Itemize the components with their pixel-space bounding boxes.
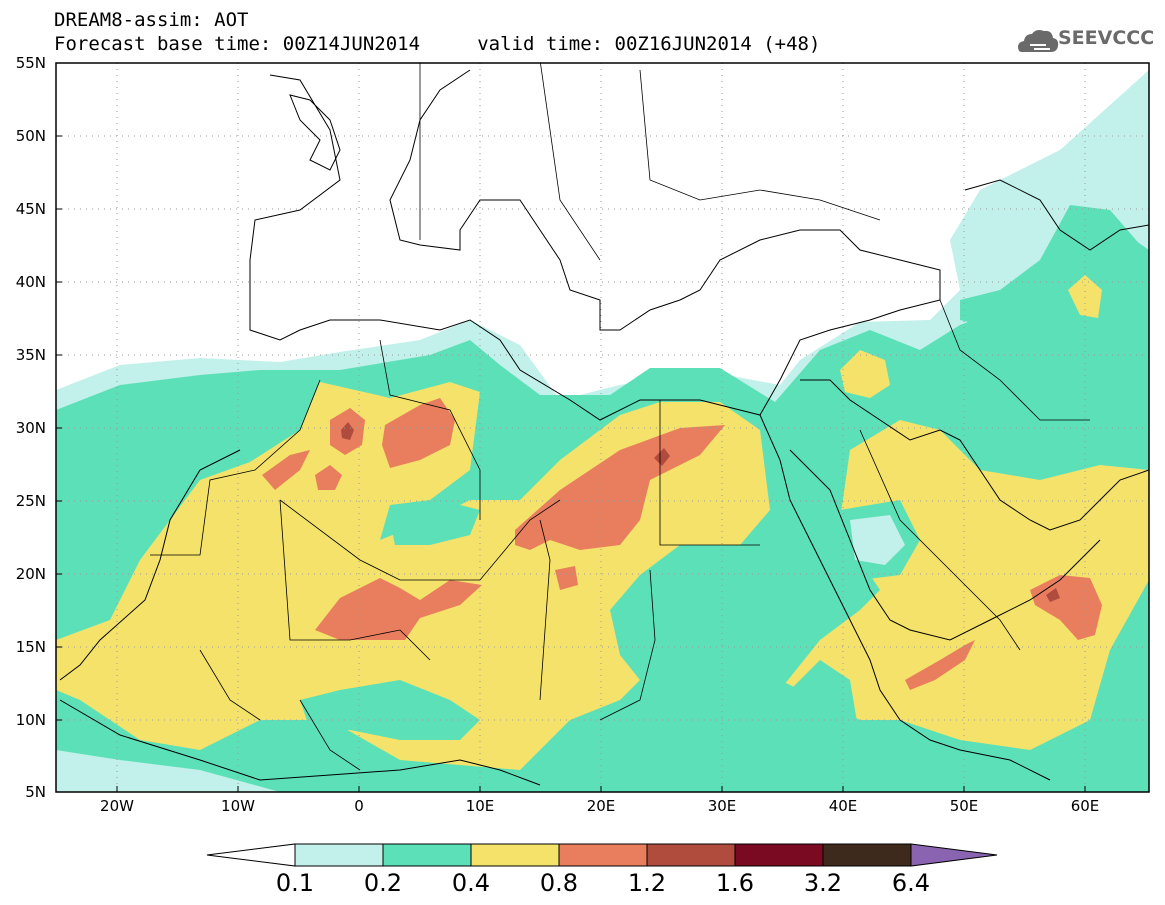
legend-swatch	[294, 843, 384, 867]
lat-label: 5N	[25, 783, 46, 801]
axis-ticks	[56, 62, 1086, 792]
lat-label: 15N	[15, 638, 46, 656]
aot-field-0.8-oman	[1030, 575, 1102, 640]
lat-label: 35N	[15, 346, 46, 364]
lat-label: 45N	[15, 200, 46, 218]
aot-field-0.2-caspian	[960, 205, 1149, 340]
color-legend	[206, 843, 998, 867]
forecast-times: Forecast base time: 00Z14JUN2014 valid t…	[54, 33, 821, 55]
aot-field-0.4-iraq	[840, 350, 890, 398]
legend-label: 1.2	[627, 869, 667, 897]
aot-field-1.2-libya	[654, 448, 670, 466]
legend-swatch	[822, 843, 912, 867]
country-borders	[150, 63, 1090, 771]
aot-field-1.2-oman	[1046, 588, 1060, 602]
legend-label: 6.4	[891, 869, 931, 897]
lon-label: 20W	[100, 797, 134, 815]
aot-field-0.1-arabia	[850, 515, 905, 565]
aot-field-0.8-morocco	[262, 450, 310, 490]
aot-field-0.4-caspian	[1068, 275, 1102, 318]
cloud-logo-icon	[1018, 30, 1059, 52]
aot-field-0.2-libya	[390, 500, 480, 545]
legend-swatch	[558, 843, 648, 867]
lon-label: 50E	[949, 797, 979, 815]
aot-fields	[56, 63, 1149, 792]
lat-label: 30N	[15, 419, 46, 437]
legend-label: 0.2	[363, 869, 403, 897]
lon-label: 20E	[586, 797, 616, 815]
legend-swatch	[646, 843, 736, 867]
legend-swatch	[470, 843, 560, 867]
lat-label: 20N	[15, 565, 46, 583]
legend-label: 3.2	[803, 869, 843, 897]
lat-label: 25N	[15, 492, 46, 510]
lon-label: 30E	[707, 797, 737, 815]
coastlines	[59, 69, 1149, 786]
aot-field-0.8-niger	[315, 578, 482, 640]
lon-label: 60E	[1070, 797, 1100, 815]
lon-label: 40E	[828, 797, 858, 815]
legend-swatch	[734, 843, 824, 867]
aot-field-1.2-algeria	[341, 422, 354, 440]
logo-text: SEEVCCC	[1058, 27, 1155, 49]
plot-title: DREAM8-assim: AOT	[54, 9, 249, 31]
legend-label: 0.4	[451, 869, 491, 897]
lat-label: 55N	[15, 54, 46, 72]
aot-field-0.2-sahel	[610, 560, 820, 700]
lon-label: 10E	[465, 797, 495, 815]
legend-label: 1.6	[715, 869, 755, 897]
legend-label: 0.1	[275, 869, 315, 897]
lat-label: 10N	[15, 711, 46, 729]
aot-field-0.8-yemen	[905, 640, 975, 690]
lon-label: 0	[354, 797, 364, 815]
aot-field-0.8-algeria-east	[382, 398, 455, 468]
aot-field-0.8-small	[315, 465, 342, 490]
aot-field-0.8-chad	[555, 566, 578, 590]
legend-swatch-below	[206, 843, 296, 867]
lat-label: 40N	[15, 273, 46, 291]
aot-field-0.8-libya	[515, 425, 725, 550]
lat-label: 50N	[15, 127, 46, 145]
legend-swatch	[382, 843, 472, 867]
lat-lon-grid	[56, 63, 1149, 792]
lon-label: 10W	[221, 797, 255, 815]
legend-swatch-above	[910, 843, 998, 867]
aot-field-0.2-westafrica	[300, 680, 480, 740]
legend-label: 0.8	[539, 869, 579, 897]
